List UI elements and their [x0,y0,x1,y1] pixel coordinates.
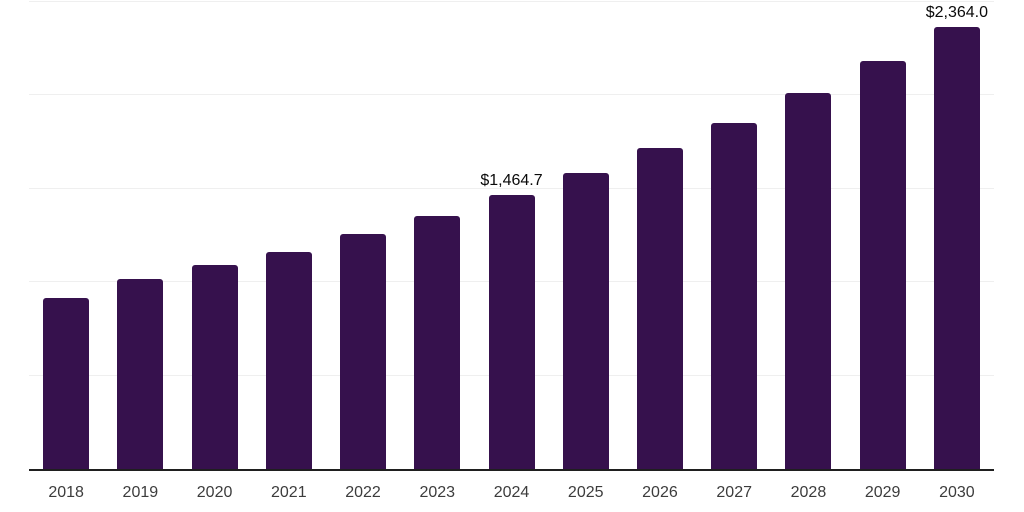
gridline-1500 [29,187,994,189]
bar-2018 [43,298,90,469]
bar-2020 [191,265,238,469]
bar-2027 [711,123,758,469]
bar-2019 [117,279,164,469]
x-tick-2018: 2018 [48,484,84,501]
x-tick-2029: 2029 [864,484,901,501]
bar-2028 [785,93,832,469]
x-tick-2021: 2021 [271,484,307,501]
bar-2022 [340,234,387,469]
x-tick-2027: 2027 [716,484,752,501]
bar-2025 [562,173,609,469]
x-tick-2020: 2020 [196,484,233,501]
x-tick-2022: 2022 [345,484,381,501]
gridline-2500 [29,1,994,2]
bar-2024 [488,195,535,469]
x-tick-2024: 2024 [493,484,530,501]
x-tick-2028: 2028 [790,484,827,501]
gridline-2000 [29,94,994,96]
x-tick-2026: 2026 [642,484,678,501]
bar-2029 [859,61,906,469]
x-tick-2030: 2030 [939,484,975,501]
x-tick-2019: 2019 [122,484,159,501]
bar-2030 [933,27,980,469]
value-label-2030: $2,364.0 [925,4,989,22]
value-label-2024: $1,464.7 [480,172,543,190]
plot-area: $1,464.7 $2,364.0 [29,1,994,471]
x-tick-2025: 2025 [567,484,604,501]
bar-2026 [636,148,683,469]
bar-2023 [414,216,461,469]
x-tick-2023: 2023 [419,484,456,501]
bar-2021 [265,252,312,469]
